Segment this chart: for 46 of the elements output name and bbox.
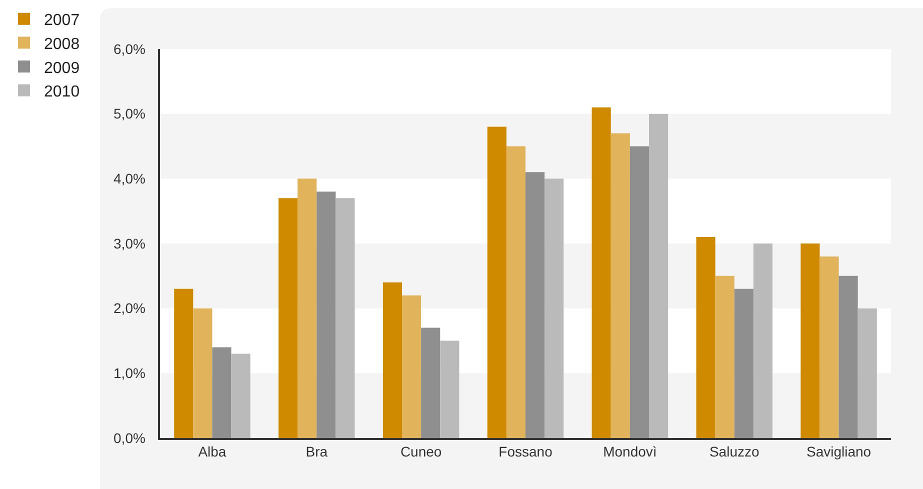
bar	[526, 172, 545, 438]
y-tick-label: 0,0%	[114, 430, 146, 446]
bar	[858, 308, 877, 438]
bar	[421, 328, 440, 438]
x-tick-label: Bra	[306, 444, 328, 460]
bar	[820, 256, 839, 438]
x-tick-label: Alba	[198, 444, 226, 460]
bar	[630, 146, 649, 438]
bar	[316, 192, 336, 438]
bar	[174, 288, 194, 438]
bar	[382, 282, 402, 438]
x-tick-label: Fossano	[498, 444, 553, 460]
y-tick-label: 3,0%	[114, 235, 146, 252]
bar	[800, 244, 820, 438]
bar	[648, 114, 668, 438]
bar	[440, 340, 460, 438]
x-tick-label: Mondovì	[603, 444, 657, 460]
bar	[336, 198, 355, 438]
bar	[838, 276, 858, 438]
bar	[734, 288, 754, 438]
x-tick-label: Savigliano	[806, 444, 872, 460]
y-tick-label: 6,0%	[114, 40, 146, 57]
bar	[231, 354, 250, 438]
x-tick-label: Saluzzo	[709, 444, 760, 460]
bar	[715, 276, 734, 438]
bar	[506, 146, 526, 438]
legend-label: 2007	[44, 12, 80, 30]
legend-label: 2010	[44, 84, 80, 101]
y-tick-label: 5,0%	[114, 106, 146, 122]
y-tick-label: 2,0%	[114, 300, 146, 316]
bar	[212, 347, 232, 438]
y-tick-label: 1,0%	[114, 365, 146, 382]
legend-label: 2009	[44, 60, 80, 77]
bar	[610, 133, 630, 438]
legend-label: 2008	[44, 36, 80, 53]
x-tick-label: Cuneo	[400, 444, 442, 460]
bar	[753, 244, 772, 438]
bar	[298, 178, 317, 438]
y-tick-label: 4,0%	[114, 170, 146, 187]
bar	[487, 126, 506, 438]
bar	[696, 237, 716, 438]
bar	[402, 295, 422, 438]
bar	[193, 308, 212, 438]
bar	[544, 178, 564, 438]
bar	[592, 107, 611, 438]
bar	[278, 198, 298, 438]
